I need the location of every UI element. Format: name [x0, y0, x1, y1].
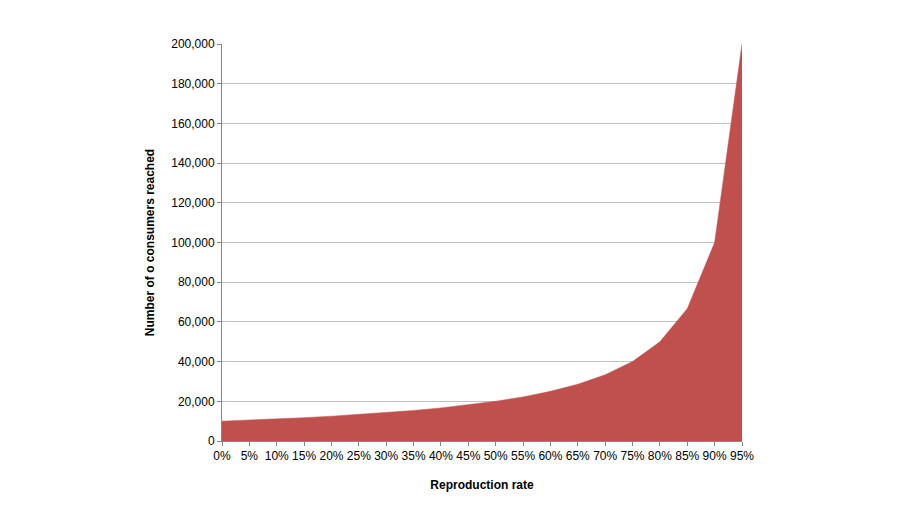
svg-text:55%: 55%	[511, 449, 535, 463]
svg-text:Number of o consumers reached: Number of o consumers reached	[143, 149, 157, 336]
svg-text:120,000: 120,000	[171, 196, 215, 210]
svg-text:20%: 20%	[319, 449, 343, 463]
svg-text:95%: 95%	[730, 449, 754, 463]
svg-text:80%: 80%	[648, 449, 672, 463]
svg-text:180,000: 180,000	[171, 77, 215, 91]
svg-text:25%: 25%	[347, 449, 371, 463]
svg-text:90%: 90%	[703, 449, 727, 463]
svg-text:50%: 50%	[484, 449, 508, 463]
svg-text:100,000: 100,000	[171, 236, 215, 250]
svg-text:60%: 60%	[538, 449, 562, 463]
svg-text:60,000: 60,000	[178, 315, 215, 329]
svg-text:0: 0	[208, 434, 215, 448]
svg-text:160,000: 160,000	[171, 117, 215, 131]
svg-text:70%: 70%	[593, 449, 617, 463]
svg-text:0%: 0%	[213, 449, 231, 463]
svg-text:80,000: 80,000	[178, 275, 215, 289]
svg-text:75%: 75%	[621, 449, 645, 463]
svg-text:65%: 65%	[566, 449, 590, 463]
svg-text:45%: 45%	[456, 449, 480, 463]
svg-text:Reproduction rate: Reproduction rate	[430, 478, 534, 492]
svg-text:5%: 5%	[241, 449, 259, 463]
svg-text:10%: 10%	[265, 449, 289, 463]
svg-text:20,000: 20,000	[178, 395, 215, 409]
svg-text:15%: 15%	[292, 449, 316, 463]
svg-text:35%: 35%	[402, 449, 426, 463]
svg-text:140,000: 140,000	[171, 156, 215, 170]
svg-text:30%: 30%	[374, 449, 398, 463]
svg-text:85%: 85%	[675, 449, 699, 463]
svg-text:200,000: 200,000	[171, 37, 215, 51]
svg-text:40%: 40%	[429, 449, 453, 463]
svg-text:40,000: 40,000	[178, 355, 215, 369]
